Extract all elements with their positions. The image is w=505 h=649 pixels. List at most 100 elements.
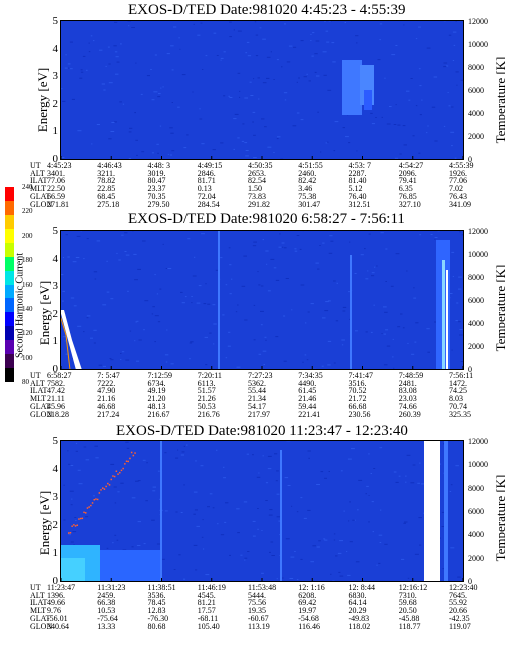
heatmap-cell — [410, 78, 413, 79]
heatmap-cell — [276, 470, 279, 472]
heatmap-cell — [321, 365, 324, 367]
heatmap-cell — [341, 339, 345, 341]
heatmap-cell — [180, 454, 184, 456]
heatmap-cell — [237, 72, 241, 74]
heatmap-cell — [74, 517, 77, 518]
right-tick-label: 6000 — [468, 507, 484, 516]
heatmap-cell — [325, 301, 329, 303]
heatmap-cell — [244, 559, 246, 561]
table-cell: 11:38:51 — [147, 583, 176, 592]
heatmap-cell — [254, 21, 257, 23]
heatmap-cell — [129, 127, 133, 129]
heatmap-cell — [225, 284, 228, 286]
heatmap-cell — [349, 541, 353, 543]
table-cell: 64.14 — [348, 598, 367, 608]
heatmap-cell — [68, 534, 71, 536]
table-cell: 7:41:47 — [348, 371, 373, 380]
heatmap-cell — [252, 121, 254, 123]
heatmap-cell — [106, 291, 110, 293]
heatmap-cell — [459, 231, 461, 233]
heatmap-cell — [244, 319, 248, 321]
heatmap-cell — [125, 441, 129, 443]
heatmap-cell — [455, 20, 457, 22]
heatmap-cell — [292, 125, 297, 127]
heatmap-cell — [459, 334, 463, 336]
heatmap-cell — [450, 131, 455, 133]
heatmap-cell — [137, 268, 141, 270]
heatmap-cell — [370, 473, 372, 474]
heatmap-cell — [307, 311, 310, 313]
table-cell: 19.35 — [248, 606, 266, 616]
y-tick-label: 4 — [52, 463, 59, 475]
heatmap-cell — [86, 238, 89, 240]
heatmap-cell — [220, 142, 224, 144]
heatmap-cell — [115, 73, 119, 75]
heatmap-cell — [102, 304, 107, 306]
heatmap-cell — [327, 364, 331, 366]
table-cell: 12.83 — [147, 606, 166, 616]
heatmap-cell — [439, 537, 441, 539]
heatmap-cell — [67, 67, 70, 69]
heatmap-cell — [357, 509, 359, 511]
heatmap-cell — [106, 547, 109, 549]
heatmap-cell — [90, 337, 93, 339]
heatmap-cell — [419, 462, 421, 464]
heatmap-cell — [379, 23, 383, 25]
heatmap-cell — [195, 460, 197, 462]
heatmap-cell — [260, 324, 263, 326]
heatmap-cell — [328, 471, 330, 472]
heatmap-cell — [417, 482, 421, 484]
heatmap-cell — [270, 541, 274, 543]
heatmap-cell — [128, 158, 132, 159]
heatmap-cell — [400, 313, 403, 315]
heatmap-cell — [181, 74, 186, 76]
heatmap-cell — [107, 46, 110, 48]
heatmap-cell — [380, 232, 384, 234]
heatmap-cell — [201, 536, 204, 538]
heatmap-cell — [393, 471, 397, 473]
heatmap-cell — [103, 89, 106, 91]
heatmap-cell — [243, 255, 247, 257]
table-cell: 230.56 — [348, 409, 371, 419]
heatmap-cell — [276, 59, 279, 61]
table-cell: 275.18 — [97, 199, 120, 209]
heatmap-cell — [135, 139, 138, 141]
heatmap-cell — [399, 153, 402, 155]
table-cell: 75.38 — [298, 191, 317, 201]
table-cell: 9.76 — [47, 606, 61, 616]
heatmap-cell — [235, 311, 238, 313]
table-cell: 49.19 — [147, 386, 166, 396]
heatmap-cell — [434, 237, 438, 238]
heatmap-cell — [266, 77, 270, 79]
heatmap-cell — [261, 530, 263, 531]
heatmap-feature — [113, 475, 116, 478]
table-cell: -42.35 — [449, 613, 470, 623]
heatmap-cell — [294, 250, 298, 252]
heatmap-cell — [157, 96, 161, 98]
heatmap-cell — [165, 361, 168, 363]
heatmap-cell — [154, 54, 157, 56]
heatmap-cell — [307, 509, 311, 511]
heatmap-cell — [405, 481, 407, 483]
heatmap-feature — [350, 255, 352, 370]
table-row-label: ALT — [30, 590, 45, 600]
heatmap-cell — [330, 573, 332, 575]
heatmap-cell — [403, 24, 405, 26]
heatmap-cell — [421, 483, 425, 485]
heatmap-cell — [62, 290, 65, 292]
heatmap-cell — [328, 252, 333, 254]
heatmap-feature — [93, 499, 95, 501]
heatmap-cell — [114, 121, 117, 123]
heatmap-cell — [94, 278, 97, 280]
heatmap-cell — [157, 321, 161, 323]
heatmap-cell — [134, 279, 138, 281]
right-tick-label: 0 — [468, 365, 472, 374]
heatmap-cell — [384, 77, 386, 79]
heatmap-cell — [347, 458, 352, 460]
heatmap-feature — [446, 270, 448, 370]
heatmap-cell — [77, 130, 82, 132]
table-cell: 47.42 — [47, 386, 65, 396]
heatmap-cell — [110, 463, 115, 465]
right-tick-label: 2000 — [468, 132, 484, 141]
heatmap-cell — [434, 140, 438, 142]
